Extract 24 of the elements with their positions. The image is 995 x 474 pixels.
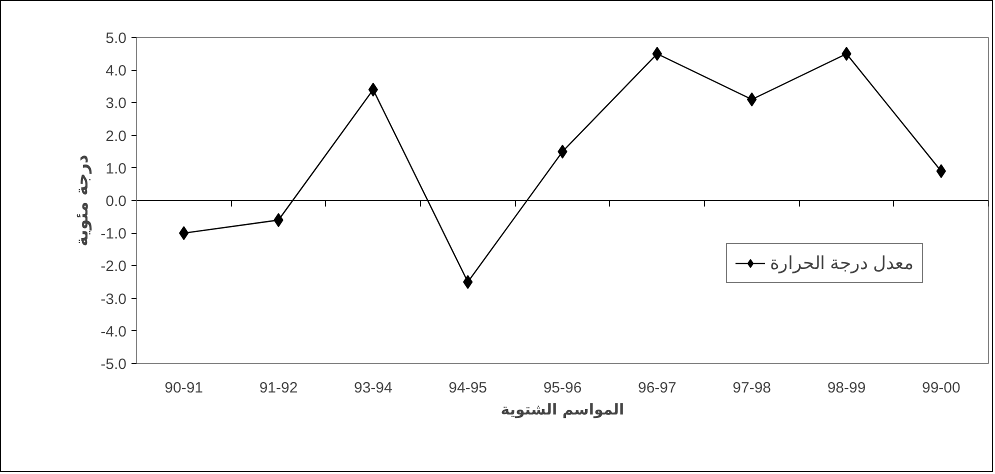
x-tick-label: 97-98 [732,380,772,396]
y-tick-label: -3.0 [100,290,127,308]
y-tick-label: -5.0 [100,356,127,373]
x-axis-title: المواسم الشتوية [500,400,624,418]
y-tick-label: 1.0 [106,160,127,178]
y-tick-label: 5.0 [106,30,127,47]
x-tick-label: 94-95 [448,380,488,396]
y-axis-title: درجة مئوية [72,154,93,246]
legend-label: معدل درجة الحرارة [770,252,914,274]
x-tick-label: 91-92 [259,380,298,396]
y-tick-label: -1.0 [100,226,127,243]
x-tick-label: 93-94 [354,380,392,396]
x-tick-label: 99-00 [922,380,960,396]
x-tick-label: 98-99 [827,380,866,396]
x-tick-label: 90-91 [164,380,204,396]
y-tick-label: 0.0 [106,193,127,210]
y-tick-label: -4.0 [100,323,127,340]
point [463,275,473,289]
y-tick-label: 2.0 [106,128,127,145]
y-tick-label: 3.0 [106,95,127,112]
x-tick-label: 95-96 [543,380,582,396]
y-tick-label: 4.0 [106,62,127,80]
y-tick-label: -2.0 [100,258,127,276]
x-tick-label: 96-97 [638,380,676,396]
